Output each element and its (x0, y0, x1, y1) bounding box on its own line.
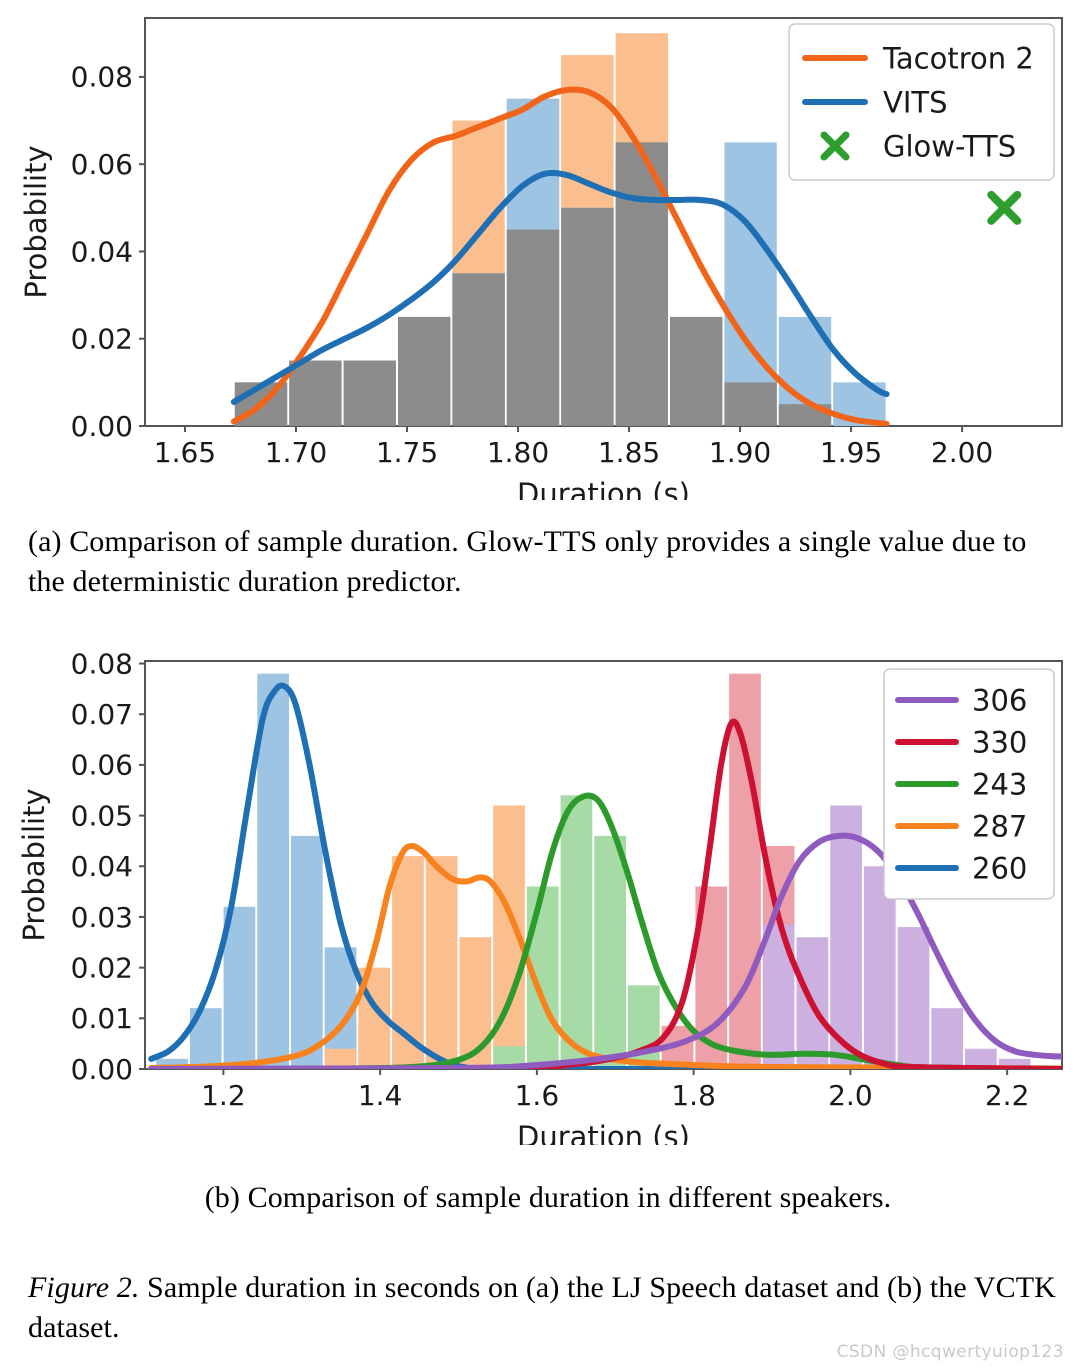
x-tick-label: 1.2 (201, 1079, 246, 1112)
bar (156, 1058, 188, 1069)
x-tick-label: 2.00 (931, 436, 993, 469)
legend-label: Tacotron 2 (882, 41, 1034, 75)
bar (931, 1008, 964, 1069)
x-tick-label: 1.90 (709, 436, 771, 469)
bar (863, 866, 896, 1069)
x-tick-label: 1.6 (515, 1079, 560, 1112)
chart-a-subfigure: 1.65 1.70 1.75 1.80 1.85 1.90 1.95 2.00 0.00 0.02… (0, 0, 1080, 500)
kde-curve-VITS (230, 169, 890, 405)
x-tick-label: 1.95 (820, 436, 882, 469)
bar (729, 673, 761, 1069)
chart-b-canvas: 1.2 1.4 1.6 1.8 2.0 2.2 0.00 0.01 0.02 0.03 0.04 0.… (17, 647, 1063, 1145)
x-tick-label: 1.85 (598, 436, 660, 469)
x-tick-label: 1.80 (487, 436, 549, 469)
legend-chart-b: 306 330 243 287 260 (883, 668, 1055, 900)
bar (343, 360, 397, 426)
bar (724, 142, 777, 426)
bar (830, 805, 862, 1069)
y-tick-label: 0.08 (71, 61, 133, 94)
figure-caption: Figure 2. Sample duration in seconds on … (28, 1268, 1058, 1347)
y-tick-label: 0.03 (71, 901, 133, 934)
y-axis-title-group: Probability (17, 788, 51, 941)
caption-a: (a) Comparison of sample duration. Glow-… (28, 525, 1027, 598)
legend-x-swatch (820, 131, 850, 161)
legend-label: 306 (972, 683, 1027, 717)
csdn-watermark: CSDN @hcqwertyuiop123 (836, 1342, 1064, 1362)
x-stroke (987, 190, 1022, 225)
bar (493, 1046, 525, 1069)
legend-label: 243 (972, 767, 1027, 801)
bar (897, 927, 930, 1069)
bar (452, 273, 505, 426)
x-axis-title: Duration (s) (517, 1120, 690, 1145)
y-tick-label: 0.00 (71, 1053, 133, 1086)
x-tick-label: 2.0 (828, 1079, 873, 1112)
bar (560, 795, 593, 1069)
kde-curve-306 (148, 832, 1062, 1069)
y-tick-label: 0.07 (71, 698, 133, 731)
kde-curve-Tacotron 2 (230, 86, 890, 426)
bar (257, 673, 289, 1069)
figure-caption-text: Sample duration in seconds on (a) the LJ… (28, 1271, 1056, 1344)
x-tick-label: 1.70 (265, 436, 327, 469)
bar (290, 835, 323, 1069)
x-tick-label: 2.2 (985, 1079, 1030, 1112)
y-tick-label: 0.06 (71, 148, 133, 181)
x-stroke (820, 131, 850, 161)
y-tick-label: 0.05 (71, 799, 133, 832)
kde-curve-243 (148, 792, 1062, 1069)
bar (289, 360, 342, 426)
caption-b: (b) Comparison of sample duration in dif… (204, 1181, 892, 1214)
bar (459, 937, 492, 1069)
bar (324, 1048, 357, 1069)
chart-b-subfigure: 1.2 1.4 1.6 1.8 2.0 2.2 0.00 0.01 0.02 0.03 0.04 0.… (0, 645, 1080, 1145)
bar (425, 856, 458, 1069)
histogram-overlap (234, 142, 832, 426)
bar (561, 207, 614, 426)
x-tick-label: 1.8 (671, 1079, 716, 1112)
y-tick-label: 0.06 (71, 749, 133, 782)
figure-label: Figure 2. (28, 1271, 140, 1304)
x-tick-label: 1.75 (376, 436, 438, 469)
bar (724, 382, 777, 426)
y-tick-label: 0.02 (71, 323, 133, 356)
legend-label: Glow-TTS (883, 129, 1016, 163)
legend-box (883, 668, 1055, 900)
y-tick-label: 0.02 (71, 951, 133, 984)
x-axis-title: Duration (s) (517, 477, 690, 500)
bar (670, 316, 723, 426)
bar (398, 316, 451, 426)
y-axis-title: Probability (19, 145, 53, 298)
bar (998, 1058, 1031, 1069)
legend-label: 287 (972, 809, 1027, 843)
y-tick-label: 0.01 (71, 1002, 133, 1035)
y-tick-label: 0.00 (71, 410, 133, 443)
y-tick-label: 0.04 (71, 850, 133, 883)
legend-box (788, 23, 1055, 181)
x-tick-label: 1.4 (358, 1079, 403, 1112)
y-axis-title: Probability (17, 788, 51, 941)
marker-x-Glow-TTS (987, 190, 1022, 225)
kde-curve-287 (148, 842, 1062, 1069)
chart-a-canvas: 1.65 1.70 1.75 1.80 1.85 1.90 1.95 2.00 0.00 0.02… (19, 17, 1063, 500)
bar (506, 229, 560, 426)
bar (965, 1048, 997, 1069)
y-tick-label: 0.08 (71, 647, 133, 680)
legend-chart-a: Tacotron 2 VITS Glow-TTS (788, 23, 1055, 181)
y-axis-title-group: Probability (19, 145, 53, 298)
y-tick-label: 0.04 (71, 235, 133, 268)
histogram-306 (762, 805, 1031, 1069)
legend-label: 260 (972, 851, 1027, 885)
legend-label: 330 (972, 725, 1027, 759)
x-tick-label: 1.65 (154, 436, 216, 469)
bar (223, 906, 256, 1069)
legend-label: VITS (883, 85, 948, 119)
bar (594, 835, 627, 1069)
